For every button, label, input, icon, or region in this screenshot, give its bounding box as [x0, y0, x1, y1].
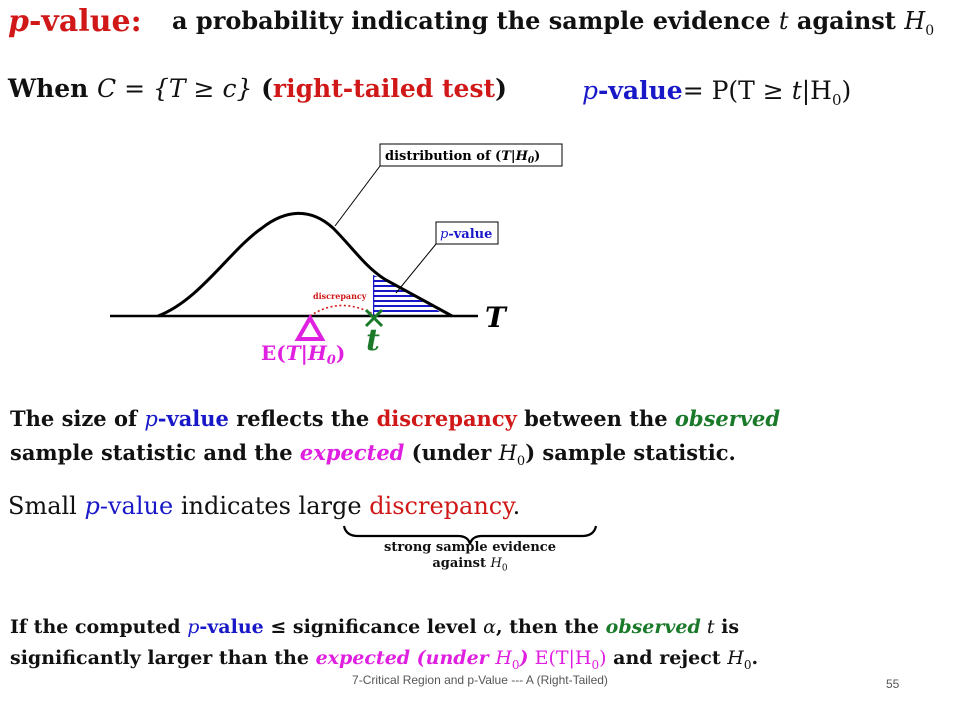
- st2-indicates: indicates: [173, 492, 299, 520]
- pf-close: ): [841, 76, 852, 105]
- st1-p: p: [144, 407, 158, 431]
- desc-sub: 0: [925, 22, 935, 39]
- st1-expected: expected: [299, 440, 405, 465]
- st1-observed: observed: [674, 406, 781, 431]
- st1-s2: reflects the: [228, 406, 377, 431]
- dist-label-box: [379, 143, 563, 167]
- st3-sub2: 0: [743, 657, 752, 672]
- expected-triangle-icon: [294, 313, 326, 341]
- when-word: When: [8, 74, 98, 103]
- st2-pv: -value: [99, 492, 174, 520]
- discrepancy-label: discrepancy: [313, 291, 367, 301]
- when-label: right-tailed test: [272, 74, 496, 103]
- axis-label-t: T: [485, 301, 508, 334]
- st3-s3: , then the: [496, 616, 606, 638]
- pf-t: t: [791, 76, 802, 105]
- desc-h: H: [904, 7, 926, 35]
- pf-eq: = P(T ≥: [682, 76, 792, 105]
- st1-discrepancy: discrepancy: [376, 406, 517, 431]
- dist-label: distribution of (T|H0): [385, 149, 540, 166]
- st2-period: .: [512, 492, 521, 520]
- pvalue-pointer: [395, 243, 437, 294]
- brace-label-h: H: [490, 556, 502, 571]
- st3-close: ): [519, 647, 529, 669]
- desc-post: against: [788, 6, 905, 35]
- st3-period: .: [751, 647, 759, 669]
- st3-s2: ≤ significance level: [263, 616, 484, 638]
- pf-value: -value: [598, 76, 683, 105]
- st3-s1: If the computed: [10, 616, 188, 638]
- statement-discrepancy: The size of p-value reflects the discrep…: [10, 402, 780, 478]
- st3-h2: H: [727, 647, 744, 669]
- st2-p: p: [84, 492, 100, 520]
- title-p: p: [8, 4, 29, 39]
- when-set: C = {T ≥ c}: [97, 74, 253, 103]
- dist-pointer: [334, 165, 381, 227]
- title-rest: -value:: [28, 4, 142, 39]
- observed-t-label: t: [366, 323, 380, 358]
- title-description: a probability indicating the sample evid…: [172, 6, 934, 39]
- pvalue-formula: p-value= P(T ≥ t|H0): [582, 76, 851, 109]
- st3-observed: observed: [605, 616, 701, 638]
- observed-t-cross-icon: [364, 308, 384, 328]
- st1-sub: 0: [516, 454, 526, 470]
- st1-s4: sample statistic and the: [10, 440, 300, 465]
- st2-small: Small: [8, 492, 85, 520]
- st3-s4: is: [714, 616, 740, 638]
- st1-s3: between the: [516, 406, 675, 431]
- brace-label-sub: 0: [501, 563, 508, 574]
- st1-h: H: [498, 441, 517, 465]
- pf-sub: 0: [831, 91, 842, 109]
- footer-title: 7-Critical Region and p-Value --- A (Rig…: [352, 673, 608, 687]
- brace-label-pre: against: [432, 556, 491, 571]
- st2-large: large: [298, 492, 370, 520]
- st3-e-sub: 0: [591, 657, 600, 672]
- st3-s6: and reject: [606, 647, 728, 669]
- st3-expected: expected (under: [315, 647, 496, 669]
- st3-sub: 0: [511, 657, 520, 672]
- statement-small-pvalue: Small p-value indicates large discrepanc…: [8, 490, 520, 522]
- distribution-curve: [157, 211, 453, 318]
- st3-s5: significantly larger than the: [10, 647, 316, 669]
- distribution-diagram: discrepancy distribution of (T|H0) p-val…: [110, 143, 563, 368]
- st1-s5: (under: [404, 440, 499, 465]
- pf-given: |H: [801, 76, 832, 105]
- st3-e-close: ): [599, 647, 607, 669]
- st3-pv: -value: [199, 616, 264, 638]
- pvalue-label: p-value: [440, 227, 492, 242]
- st2-discrepancy: discrepancy: [369, 492, 513, 520]
- desc-t: t: [778, 7, 789, 35]
- statement-reject-rule: If the computed p-value ≤ significance l…: [10, 612, 758, 681]
- desc-pre: a probability indicating the sample evid…: [172, 6, 779, 35]
- slide-title: p-value:: [8, 4, 142, 39]
- st3-alpha: α: [483, 616, 496, 638]
- pvalue-label-box: [435, 221, 499, 245]
- underbrace: [342, 525, 598, 545]
- st1-pv: -value: [157, 406, 229, 431]
- pf-p: p: [582, 76, 599, 105]
- brace-label-line1: strong sample evidence: [384, 540, 556, 555]
- page-number: 55: [886, 677, 900, 691]
- st3-p: p: [187, 616, 200, 638]
- when-line: When C = {T ≥ c} (right-tailed test): [8, 74, 507, 103]
- st3-h: H: [495, 647, 512, 669]
- st1-s6: ) sample statistic.: [525, 440, 736, 465]
- when-paren-open: (: [252, 74, 273, 103]
- st3-e-expr: E(T|H: [528, 647, 592, 669]
- expected-label: E(T|H0): [261, 341, 345, 368]
- st3-t: t: [700, 616, 715, 638]
- brace-label: strong sample evidence against H0: [345, 540, 595, 577]
- st1-s1: The size of: [10, 406, 145, 431]
- when-paren-close: ): [495, 74, 507, 103]
